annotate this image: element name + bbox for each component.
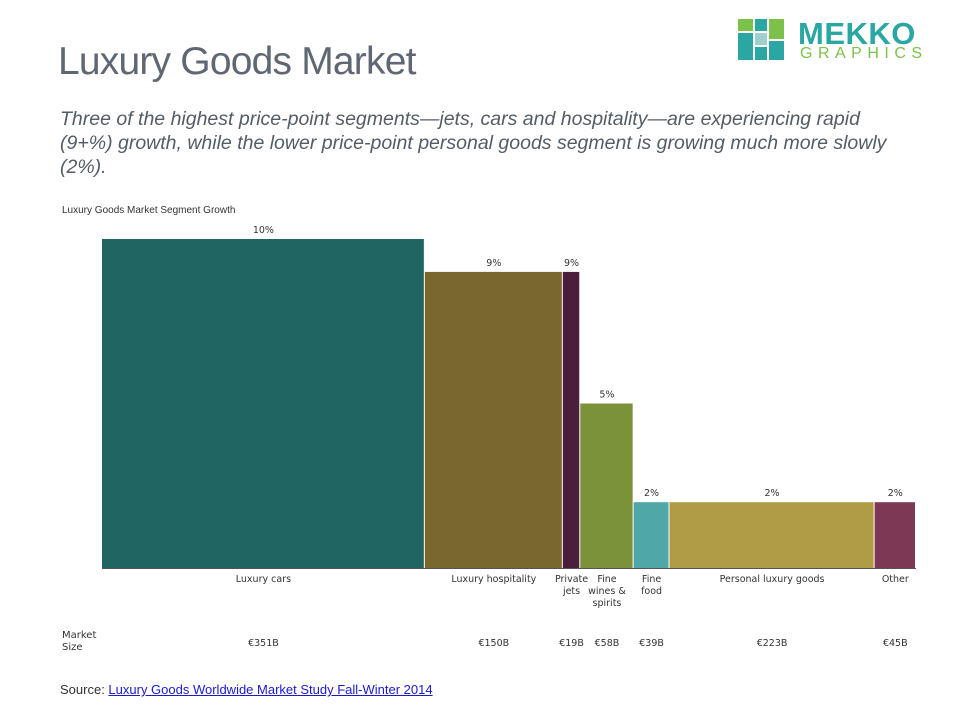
growth-data-label: 2%	[765, 488, 780, 499]
bar-segment	[424, 271, 562, 568]
bar-segment	[874, 502, 915, 568]
source-link[interactable]: Luxury Goods Worldwide Market Study Fall…	[108, 682, 433, 697]
logo-word-graphics: GRAPHICS	[800, 45, 928, 62]
category-label: spirits	[593, 598, 622, 609]
logo-word-mekko: MEKKO	[798, 16, 916, 51]
market-size-row-label: Market Size	[62, 630, 96, 654]
page-subtitle: Three of the highest price-point segment…	[60, 108, 887, 178]
market-size-label-line2: Size	[62, 642, 83, 653]
mekko-graphics-logo: MEKKO GRAPHICS	[738, 16, 938, 63]
category-label: Other	[882, 574, 909, 585]
bar-segment	[102, 239, 424, 568]
market-size-label: €39B	[639, 638, 664, 649]
category-label: Private	[555, 574, 588, 585]
bar-segment	[562, 271, 580, 568]
category-label: Luxury hospitality	[451, 574, 536, 585]
market-size-label: €58B	[595, 638, 620, 649]
category-label: food	[641, 586, 662, 597]
market-size-label: €45B	[883, 638, 908, 649]
category-label: wines &	[588, 586, 626, 597]
page-title: Luxury Goods Market	[58, 40, 416, 83]
market-size-label: €19B	[559, 638, 584, 649]
bar-segment	[669, 502, 874, 568]
category-label: Personal luxury goods	[720, 574, 825, 585]
category-label: jets	[562, 586, 580, 597]
growth-data-label: 9%	[564, 258, 579, 269]
bar-segment	[580, 403, 633, 568]
bar-segment	[633, 502, 669, 568]
market-size-label: €223B	[757, 638, 788, 649]
market-size-label-line1: Market	[62, 630, 97, 641]
category-label: Fine	[642, 574, 661, 585]
source-prefix: Source:	[60, 682, 109, 697]
logo-mark-icon	[738, 19, 784, 60]
source-note: Source: Luxury Goods Worldwide Market St…	[60, 682, 433, 697]
growth-data-label: 2%	[644, 488, 659, 499]
growth-data-label: 2%	[888, 488, 903, 499]
market-size-label: €150B	[478, 638, 509, 649]
market-size-label: €351B	[248, 638, 279, 649]
category-label: Fine	[597, 574, 616, 585]
growth-data-label: 5%	[599, 390, 614, 401]
chart-title: Luxury Goods Market Segment Growth	[62, 205, 236, 216]
growth-data-label: 9%	[486, 258, 501, 269]
category-label: Luxury cars	[236, 574, 291, 585]
growth-data-label: 10%	[253, 225, 274, 236]
